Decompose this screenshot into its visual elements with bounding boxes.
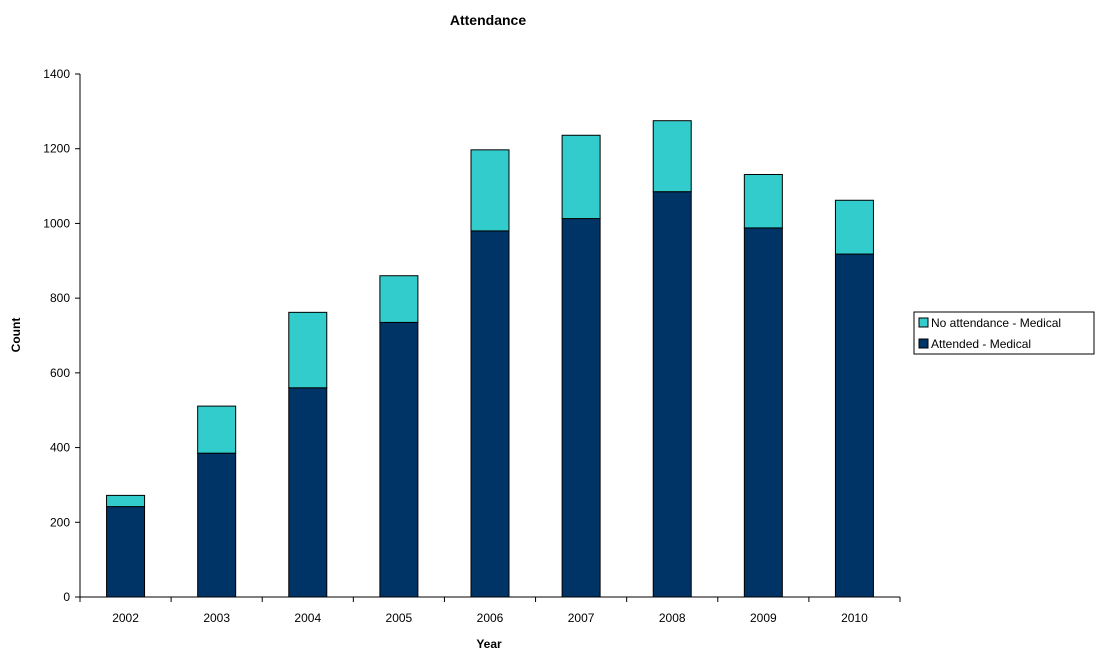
bar-no-attendance-2004 — [288, 311, 328, 389]
bar-attended-2009 — [743, 227, 783, 598]
legend-label-attended: Attended - Medical — [931, 337, 1031, 351]
bar-no-attendance-2007 — [561, 134, 601, 220]
bar-attended-2004 — [288, 387, 328, 598]
legend-label-no-attendance: No attendance - Medical — [931, 316, 1061, 330]
bar-attended-2008 — [652, 191, 692, 598]
legend-swatch-no-attendance — [918, 317, 929, 328]
bar-no-attendance-2005 — [379, 275, 419, 323]
y-tick-label: 200 — [50, 515, 70, 529]
bar-attended-2010 — [834, 253, 874, 598]
x-tick-label: 2003 — [203, 611, 230, 625]
legend-swatch-attended — [918, 338, 929, 349]
y-tick-label: 0 — [63, 590, 70, 604]
bar-attended-2002 — [106, 506, 146, 598]
bar-attended-2003 — [197, 452, 237, 598]
bar-no-attendance-2006 — [470, 149, 510, 232]
bar-no-attendance-2010 — [834, 199, 874, 255]
legend: No attendance - Medical Attended - Medic… — [913, 311, 1095, 355]
y-tick-label: 1400 — [43, 67, 70, 81]
y-axis-title: Count — [9, 318, 23, 353]
bar-no-attendance-2009 — [743, 173, 783, 229]
bar-attended-2006 — [470, 230, 510, 598]
x-tick-label: 2002 — [112, 611, 139, 625]
plot-area: 0 200 400 600 800 1000 1200 1400 2002 2003 2004 200… — [43, 67, 901, 625]
x-tick-label: 2005 — [386, 611, 413, 625]
bar-attended-2005 — [379, 321, 419, 598]
y-tick-label: 1000 — [43, 216, 70, 230]
x-tick-label: 2006 — [477, 611, 504, 625]
x-tick-label: 2007 — [568, 611, 595, 625]
y-tick-label: 400 — [50, 441, 70, 455]
y-tick-label: 600 — [50, 366, 70, 380]
y-tick-label: 1200 — [43, 142, 70, 156]
x-tick-label: 2004 — [294, 611, 321, 625]
bar-no-attendance-2002 — [106, 494, 146, 508]
legend-frame — [913, 311, 1095, 355]
x-tick-label: 2010 — [841, 611, 868, 625]
x-tick-label: 2008 — [659, 611, 686, 625]
y-tick-label: 800 — [50, 291, 70, 305]
x-axis-title: Year — [476, 637, 502, 650]
bar-attended-2007 — [561, 218, 601, 598]
bar-no-attendance-2003 — [197, 405, 237, 454]
bar-no-attendance-2008 — [652, 120, 692, 193]
x-tick-label: 2009 — [750, 611, 777, 625]
chart-title: Attendance — [450, 12, 526, 28]
